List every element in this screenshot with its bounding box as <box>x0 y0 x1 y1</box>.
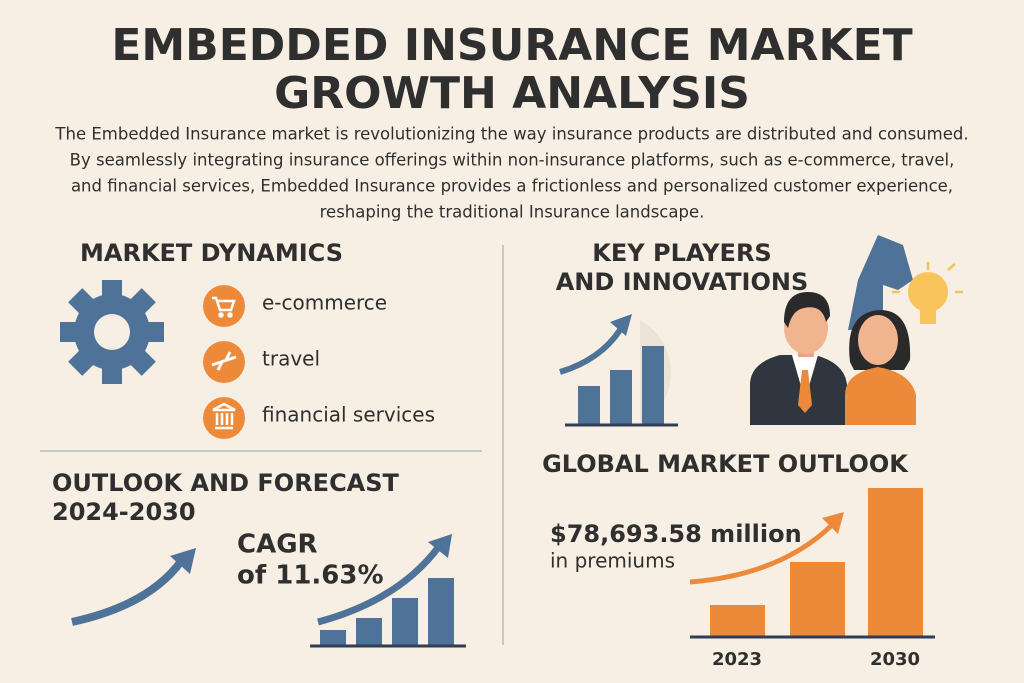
item-label: e-commerce <box>262 291 387 315</box>
item-label: financial services <box>262 403 435 427</box>
intro-text: and financial services, Embedded Insuran… <box>71 177 953 196</box>
market-subtext: in premiums <box>550 549 675 573</box>
section-heading: 2024-2030 <box>52 498 196 526</box>
intro-text: The Embedded Insurance market is revolut… <box>54 125 968 144</box>
intro-text: By seamlessly integrating insurance offe… <box>70 151 955 170</box>
section-heading: GLOBAL MARKET OUTLOOK <box>542 450 909 478</box>
cagr-text: of 11.63% <box>237 561 384 591</box>
growth-illustration <box>559 314 678 427</box>
forecast-illustration <box>71 534 466 648</box>
section-heading: OUTLOOK AND FORECAST <box>52 469 400 497</box>
section-heading: KEY PLAYERS <box>592 239 771 267</box>
market-value: $78,693.58 million <box>550 520 802 548</box>
gear-icon <box>60 280 164 384</box>
title: EMBEDDED INSURANCE MARKET <box>111 20 912 71</box>
year-label: 2023 <box>712 649 762 670</box>
cagr-text: CAGR <box>237 530 318 560</box>
year-label: 2030 <box>870 649 920 670</box>
bank-icon <box>203 397 245 439</box>
section-heading: MARKET DYNAMICS <box>80 239 343 267</box>
people-illustration <box>750 235 963 425</box>
intro-text: reshaping the traditional Insurance land… <box>320 203 705 222</box>
item-label: travel <box>262 347 320 371</box>
cart-icon <box>203 285 245 327</box>
section-heading: AND INNOVATIONS <box>556 268 809 296</box>
title: GROWTH ANALYSIS <box>274 68 750 119</box>
item-icons <box>203 285 245 439</box>
icon-glyphs <box>211 296 237 430</box>
outlook-bars <box>689 488 935 639</box>
